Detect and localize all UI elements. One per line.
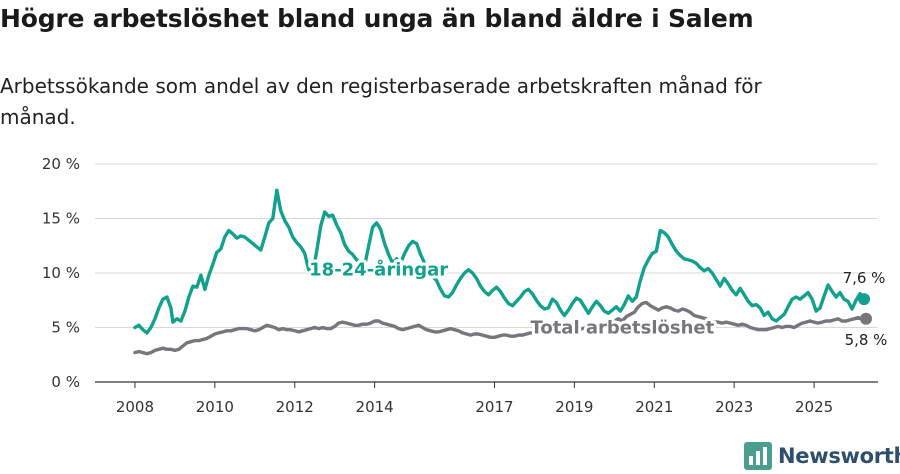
x-tick-label: 2010 xyxy=(196,398,234,416)
x-tick-label: 2025 xyxy=(795,398,833,416)
y-tick-label: 20 % xyxy=(42,155,80,173)
series-labels: 7,6 % 5,8 % 18-24-åringar Total arbetslöshe… xyxy=(306,256,888,349)
newsworthy-logo-icon xyxy=(744,442,772,470)
total-unemployment-line xyxy=(133,300,868,356)
youth-end-value-label: 7,6 % xyxy=(843,269,886,287)
x-tick-label: 2019 xyxy=(555,398,593,416)
total-series-label: Total arbetslöshet xyxy=(530,318,714,339)
chart-title: Högre arbetslöshet bland unga än bland ä… xyxy=(0,4,754,33)
youth-series-label: 18-24-åringar xyxy=(309,259,448,281)
newsworthy-brand: Newsworthy xyxy=(744,441,900,471)
x-tick-label: 2014 xyxy=(356,398,394,416)
y-tick-label: 10 % xyxy=(42,264,80,282)
x-tick-label: 2008 xyxy=(116,398,154,416)
y-tick-label: 15 % xyxy=(42,210,80,228)
axes: 0 % 5 % 10 % 15 % 20 % 2008 2010 2012 2014 2017 20… xyxy=(42,155,878,416)
youth-unemployment-line xyxy=(133,188,866,335)
x-tick-label: 2017 xyxy=(475,398,513,416)
y-tick-label: 0 % xyxy=(51,373,80,391)
total-end-value-label: 5,8 % xyxy=(845,331,888,349)
series-lines xyxy=(133,188,873,356)
x-tick-label: 2012 xyxy=(276,398,314,416)
brand-name: Newsworthy xyxy=(778,444,900,468)
youth-end-point xyxy=(858,293,871,306)
chart-subtitle: Arbetssökande som andel av den registerb… xyxy=(0,74,762,129)
x-tick-label: 2021 xyxy=(635,398,673,416)
total-end-point xyxy=(860,312,873,325)
grid-lines xyxy=(95,163,878,328)
y-tick-label: 5 % xyxy=(51,319,80,337)
x-tick-label: 2023 xyxy=(715,398,753,416)
